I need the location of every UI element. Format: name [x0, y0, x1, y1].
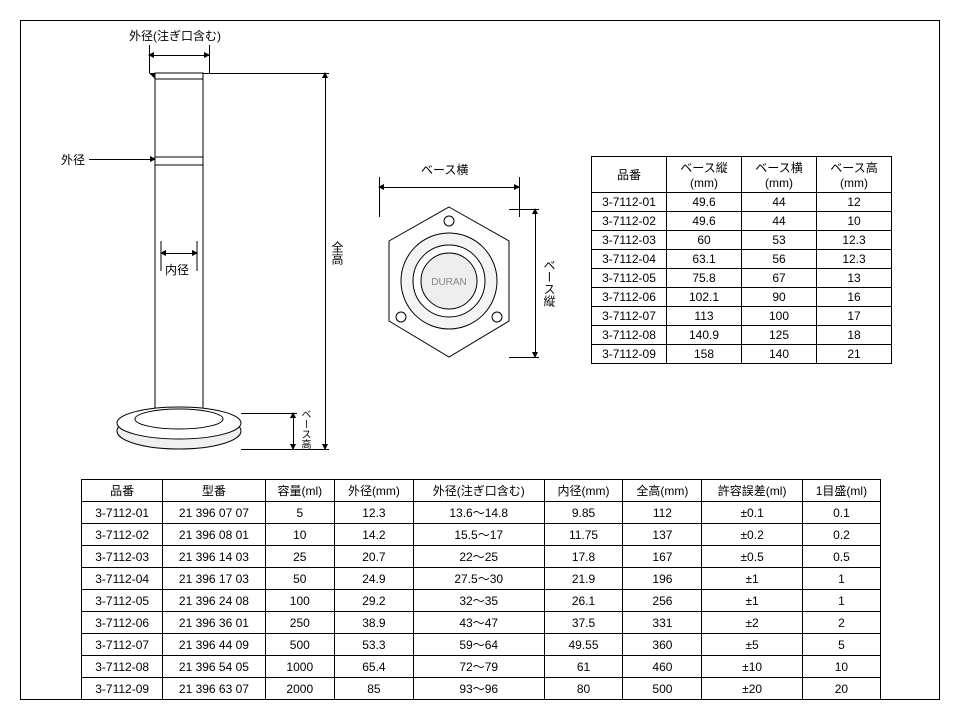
table-row: 3-7112-0149.64412 [592, 193, 892, 212]
table-row: 3-7112-0463.15612.3 [592, 250, 892, 269]
table2-header: 全高(mm) [623, 480, 702, 502]
label-full-height: 全高 [329, 241, 346, 265]
table1-header: 品番 [592, 157, 667, 193]
table2-header: 品番 [82, 480, 163, 502]
table-row: 3-7112-0575.86713 [592, 269, 892, 288]
table2-header: 型番 [163, 480, 265, 502]
table-row: 3-7112-0521 396 24 0810029.232～3526.1256… [82, 590, 881, 612]
table-row: 3-7112-0621 396 36 0125038.943～4737.5331… [82, 612, 881, 634]
table2-header: 容量(ml) [265, 480, 334, 502]
table-row: 3-7112-0421 396 17 035024.927.5～3021.919… [82, 568, 881, 590]
table-row: 3-7112-0121 396 07 07512.313.6～14.89.851… [82, 502, 881, 524]
table-row: 3-7112-0221 396 08 011014.215.5～1711.751… [82, 524, 881, 546]
table1-header: ベース縦(mm) [667, 157, 742, 193]
page-frame: 外径(注ぎ口含む) 外径 内径 [20, 20, 940, 700]
label-base-depth: ベース縦 [541, 259, 558, 307]
table-row: 3-7112-0821 396 54 05100065.472～7961460±… [82, 656, 881, 678]
table1-header: ベース高(mm) [817, 157, 892, 193]
table1-header: ベース横(mm) [742, 157, 817, 193]
table2-header: 外径(mm) [334, 480, 413, 502]
cylinder-svg [41, 31, 361, 471]
brand-text: DURAN [431, 277, 467, 288]
table2-header: 外径(注ぎ口含む) [413, 480, 544, 502]
label-base-height: ベース高 [297, 409, 312, 449]
base-dimensions-table: 品番ベース縦(mm)ベース横(mm)ベース高(mm) 3-7112-0149.6… [591, 156, 892, 364]
table-row: 3-7112-0921 396 63 0720008593～9680500±20… [82, 678, 881, 700]
table-row: 3-7112-06102.19016 [592, 288, 892, 307]
table2-header: 内径(mm) [544, 480, 623, 502]
table-row: 3-7112-08140.912518 [592, 326, 892, 345]
cylinder-side-view: 外径(注ぎ口含む) 外径 内径 [41, 31, 361, 471]
table-row: 3-7112-0711310017 [592, 307, 892, 326]
specifications-table: 品番型番容量(ml)外径(mm)外径(注ぎ口含む)内径(mm)全高(mm)許容誤… [81, 479, 881, 700]
table2-header: 許容誤差(ml) [702, 480, 802, 502]
table-row: 3-7112-0915814021 [592, 345, 892, 364]
table-row: 3-7112-0721 396 44 0950053.359～6449.5536… [82, 634, 881, 656]
table-row: 3-7112-03605312.3 [592, 231, 892, 250]
table2-header: 1目盛(ml) [802, 480, 880, 502]
table-row: 3-7112-0249.64410 [592, 212, 892, 231]
label-inner-dia: 内径 [165, 261, 189, 278]
base-top-view: ベース横 DURAN ベース縦 [351, 161, 581, 421]
table-row: 3-7112-0321 396 14 032520.722～2517.8167±… [82, 546, 881, 568]
